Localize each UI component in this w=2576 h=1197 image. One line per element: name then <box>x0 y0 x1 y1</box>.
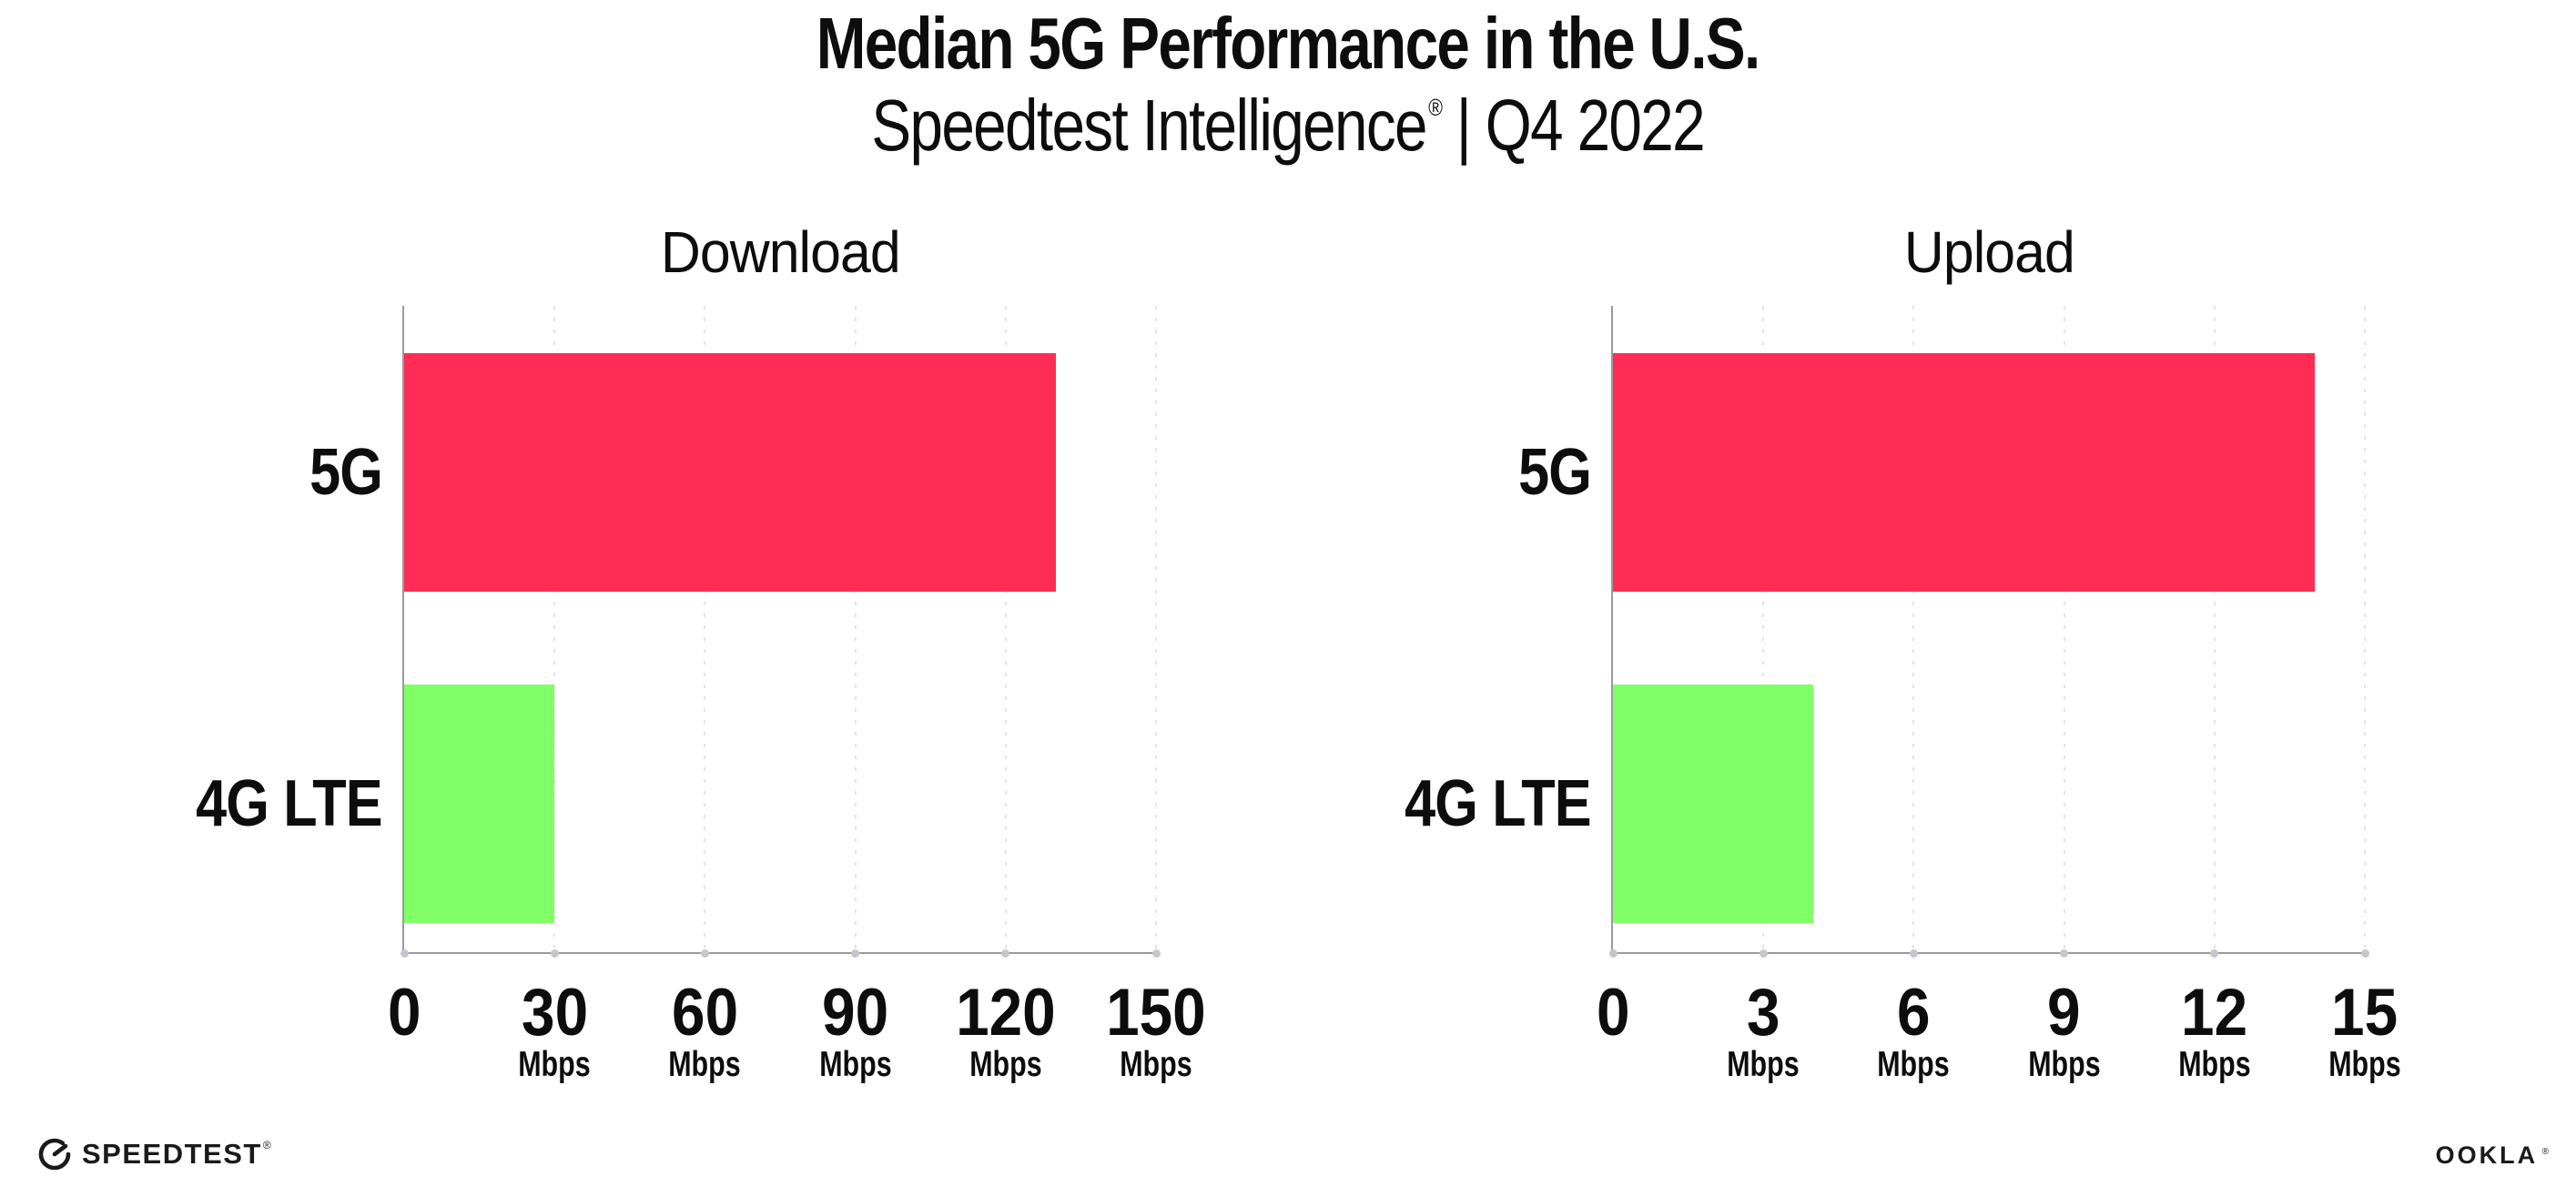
category-label: 5G <box>1518 436 1592 509</box>
ookla-wordmark: OOKLA <box>2435 1141 2539 1169</box>
registered-mark-icon: ® <box>1428 94 1444 121</box>
gridline <box>704 306 706 952</box>
axis-tick-dot <box>2210 949 2219 958</box>
registered-mark-icon: ® <box>262 1139 271 1151</box>
axis-tick-dot <box>851 949 860 958</box>
axis-tick-dot <box>1759 949 1768 958</box>
download-chart: Download 5G 4G LTE 0 30 Mbps 60 Mbps 90 Mbps 120… <box>196 218 1205 1101</box>
x-tick-label: 60 <box>671 976 738 1050</box>
bar-4g-lte <box>404 685 555 923</box>
y-axis-line <box>402 306 404 954</box>
x-axis-line <box>1611 952 2367 954</box>
gridline <box>2213 306 2216 952</box>
chart-title: Download <box>660 219 901 285</box>
gridline <box>2063 306 2065 952</box>
plot-area <box>400 306 1161 958</box>
x-tick-label: 150 <box>1106 976 1206 1050</box>
x-tick-label: 30 <box>521 976 588 1050</box>
gridline <box>1155 306 1157 952</box>
page-title: Median 5G Performance in the U.S. <box>816 3 1760 84</box>
x-tick-unit: Mbps <box>2178 1045 2251 1084</box>
x-tick-unit: Mbps <box>518 1045 591 1084</box>
axis-tick-dot <box>700 949 709 958</box>
x-tick-label: 15 <box>2331 976 2399 1050</box>
axis-tick-dot <box>1151 949 1161 958</box>
gridline <box>854 306 857 952</box>
gridline <box>1912 306 1915 952</box>
category-label: 4G LTE <box>196 767 382 840</box>
upload-chart: Upload 5G 4G LTE 0 3 Mbps 6 Mbps 9 Mbps 12 Mbps 15… <box>1405 218 2400 1101</box>
x-tick-label: 120 <box>955 976 1056 1050</box>
x-tick-unit: Mbps <box>969 1045 1042 1084</box>
page-subtitle: Speedtest Intelligence® | Q4 2022 <box>0 84 2576 167</box>
x-tick-unit: Mbps <box>1120 1045 1192 1084</box>
registered-mark-icon: ® <box>2541 1147 2549 1157</box>
bar-4g-lte <box>1613 685 1814 923</box>
x-tick-label: 0 <box>387 976 421 1050</box>
subtitle-period: | Q4 2022 <box>1456 85 1706 166</box>
x-tick-unit: Mbps <box>2328 1045 2401 1084</box>
speedtest-logo: SPEEDTEST ® <box>36 1134 271 1174</box>
x-tick-label: 6 <box>1897 976 1931 1050</box>
axis-tick-dot <box>1909 949 1918 958</box>
x-axis-line <box>402 952 1158 954</box>
gridline <box>1004 306 1007 952</box>
bar-5g <box>1613 353 2315 592</box>
axis-tick-dot <box>2360 949 2369 958</box>
gridline <box>2364 306 2366 952</box>
category-label: 4G LTE <box>1405 767 1591 840</box>
axis-tick-dot <box>400 949 409 958</box>
axis-tick-dot <box>550 949 559 958</box>
plot-area <box>1608 306 2369 958</box>
x-tick-label: 12 <box>2181 976 2248 1050</box>
chart-title: Upload <box>1903 219 2075 285</box>
speedtest-gauge-icon <box>38 1138 71 1171</box>
gridline <box>1762 306 1765 952</box>
x-tick-label: 3 <box>1746 976 1780 1050</box>
gridline <box>553 306 556 952</box>
axis-tick-dot <box>1608 949 1618 958</box>
x-tick-unit: Mbps <box>668 1045 742 1084</box>
ookla-logo: OOKLA ® <box>2436 1141 2549 1170</box>
speedtest-wordmark: SPEEDTEST <box>82 1138 262 1170</box>
x-tick-label: 9 <box>2047 976 2081 1050</box>
axis-tick-dot <box>1001 949 1010 958</box>
x-tick-unit: Mbps <box>818 1045 892 1084</box>
axis-tick-dot <box>2060 949 2069 958</box>
y-axis-line <box>1611 306 1613 954</box>
bar-5g <box>404 353 1056 592</box>
x-tick-label: 90 <box>822 976 889 1050</box>
subtitle-brand: Speedtest Intelligence <box>871 85 1428 166</box>
x-tick-unit: Mbps <box>2027 1045 2101 1084</box>
x-tick-label: 0 <box>1596 976 1630 1050</box>
x-tick-unit: Mbps <box>1727 1045 1800 1084</box>
category-label: 5G <box>309 436 383 509</box>
x-tick-unit: Mbps <box>1877 1045 1951 1084</box>
